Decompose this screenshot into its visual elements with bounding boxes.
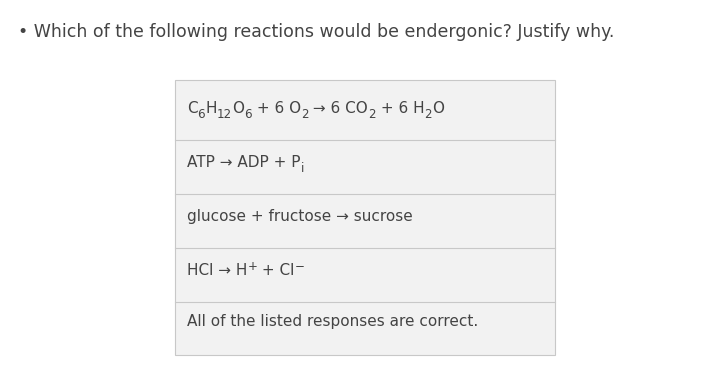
Text: • Which of the following reactions would be endergonic? Justify why.: • Which of the following reactions would… (18, 23, 614, 41)
Text: glucose + fructose → sucrose: glucose + fructose → sucrose (187, 209, 413, 224)
Text: 2: 2 (368, 108, 376, 121)
Text: + 6 O: + 6 O (251, 101, 301, 116)
Text: ATP → ADP + P: ATP → ADP + P (187, 155, 300, 170)
Text: 2: 2 (424, 108, 432, 121)
Text: i: i (300, 162, 304, 175)
Text: O: O (432, 101, 444, 116)
Text: −: − (294, 260, 305, 273)
Text: 6: 6 (244, 108, 251, 121)
Text: 2: 2 (301, 108, 308, 121)
Text: H: H (205, 101, 217, 116)
Text: 12: 12 (217, 108, 232, 121)
Bar (175, 80, 555, 355)
Text: All of the listed responses are correct.: All of the listed responses are correct. (187, 314, 478, 329)
Text: C: C (187, 101, 197, 116)
Text: HCl → H: HCl → H (187, 263, 248, 278)
Text: O: O (232, 101, 244, 116)
Text: +: + (248, 260, 257, 273)
Text: + Cl: + Cl (257, 263, 294, 278)
Text: 6: 6 (197, 108, 205, 121)
Text: → 6 CO: → 6 CO (308, 101, 368, 116)
Text: + 6 H: + 6 H (376, 101, 424, 116)
